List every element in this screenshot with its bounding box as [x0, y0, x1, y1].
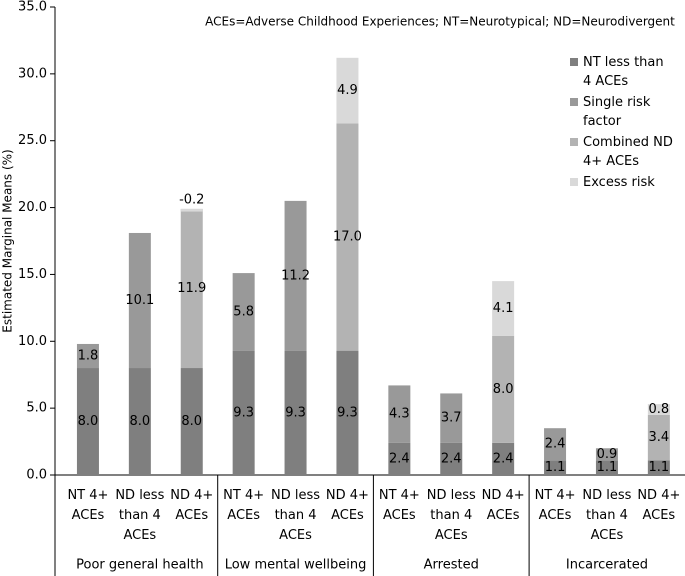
- data-label: 1.1: [545, 460, 566, 475]
- bar-segment: [336, 123, 359, 351]
- data-label: 0.8: [649, 402, 670, 417]
- bar-segment: [440, 442, 463, 475]
- data-label: 2.4: [545, 437, 566, 452]
- data-label: 2.4: [441, 451, 462, 466]
- bar-segment: [284, 350, 307, 475]
- data-label: 17.0: [333, 229, 362, 244]
- x-tick-label: ND 4+ ACEs: [170, 488, 213, 523]
- bar-segment: [388, 442, 411, 475]
- data-label: 1.1: [597, 460, 618, 475]
- x-tick-label: ND 4+ ACEs: [482, 488, 525, 523]
- data-label: 11.9: [177, 281, 206, 296]
- bar-segment: [232, 273, 255, 351]
- bar-segment: [76, 368, 99, 475]
- group-label: Poor general health: [76, 558, 203, 573]
- legend-swatch: [570, 98, 578, 106]
- bar-segment: [544, 460, 567, 475]
- annotation: ACEs=Adverse Childhood Experiences; NT=N…: [205, 15, 675, 29]
- bar-segment: [388, 385, 411, 443]
- bar-segment: [180, 208, 203, 212]
- data-label: 9.3: [337, 405, 358, 420]
- bar-segment: [336, 57, 359, 124]
- legend-swatch: [570, 138, 578, 146]
- y-tick-label: 30.0: [18, 66, 47, 81]
- x-tick-label: ND less than 4 ACEs: [115, 488, 164, 543]
- legend-label: NT less than 4 ACEs: [583, 55, 664, 89]
- data-label: -0.2: [179, 193, 204, 208]
- y-tick-label: 15.0: [18, 267, 47, 282]
- bar-segment: [336, 350, 359, 475]
- y-axis-label: Estimated Marginal Means (%): [1, 149, 15, 332]
- bar-segment: [232, 350, 255, 475]
- bar-segment: [595, 460, 618, 475]
- legend-swatch: [570, 178, 578, 186]
- y-tick-label: 0.0: [26, 468, 47, 483]
- data-label: 4.3: [389, 407, 410, 422]
- data-label: 1.8: [78, 348, 99, 363]
- x-tick-label: NT 4+ ACEs: [379, 488, 420, 523]
- x-tick-label: NT 4+ ACEs: [67, 488, 108, 523]
- data-label: 2.4: [493, 451, 514, 466]
- x-tick-label: NT 4+ ACEs: [535, 488, 576, 523]
- bar-segment: [595, 448, 618, 461]
- bar-segment: [647, 414, 670, 461]
- bar-segment: [492, 281, 515, 336]
- bar-segment: [492, 442, 515, 475]
- bar-segment: [76, 343, 99, 369]
- data-label: 0.9: [597, 447, 618, 462]
- legend-label: Single risk factor: [583, 95, 651, 129]
- data-label: 8.0: [130, 414, 151, 429]
- data-label: 4.9: [337, 83, 358, 98]
- bar-segment: [492, 335, 515, 443]
- x-tick-label: ND 4+ ACEs: [326, 488, 369, 523]
- data-label: 4.1: [493, 301, 514, 316]
- data-label: 3.4: [649, 430, 670, 445]
- data-label: 2.4: [389, 451, 410, 466]
- data-label: 8.0: [181, 414, 202, 429]
- legend-label: Excess risk: [583, 175, 655, 190]
- x-tick-label: ND less than 4 ACEs: [271, 488, 320, 543]
- x-tick-label: NT 4+ ACEs: [223, 488, 264, 523]
- legend-swatch: [570, 58, 578, 66]
- group-label: Incarcerated: [566, 558, 648, 573]
- legend-label: Combined ND 4+ ACEs: [583, 135, 673, 169]
- data-label: 8.0: [493, 382, 514, 397]
- data-label: 10.1: [125, 293, 154, 308]
- y-tick-label: 10.0: [18, 334, 47, 349]
- y-tick-label: 5.0: [26, 401, 47, 416]
- bar-segment: [440, 393, 463, 443]
- bar-segment: [128, 232, 151, 369]
- data-label: 8.0: [78, 414, 99, 429]
- bar-segment: [180, 368, 203, 475]
- bar-segment: [647, 460, 670, 475]
- data-label: 9.3: [285, 405, 306, 420]
- data-label: 1.1: [649, 460, 670, 475]
- bar-segment: [180, 208, 203, 369]
- data-label: 3.7: [441, 411, 462, 426]
- x-tick-label: ND 4+ ACEs: [637, 488, 680, 523]
- data-label: 11.2: [281, 268, 310, 283]
- y-tick-label: 25.0: [18, 133, 47, 148]
- bar-segment: [647, 404, 670, 415]
- x-tick-label: ND less than 4 ACEs: [427, 488, 476, 543]
- y-tick-label: 35.0: [18, 0, 47, 15]
- group-label: Arrested: [424, 558, 479, 573]
- group-label: Low mental wellbeing: [225, 558, 367, 573]
- bar-segment: [544, 428, 567, 461]
- data-label: 5.8: [233, 304, 254, 319]
- x-tick-label: ND less than 4 ACEs: [582, 488, 631, 543]
- y-tick-label: 20.0: [18, 200, 47, 215]
- bar-segment: [284, 200, 307, 351]
- data-label: 9.3: [233, 405, 254, 420]
- bar-segment: [128, 368, 151, 475]
